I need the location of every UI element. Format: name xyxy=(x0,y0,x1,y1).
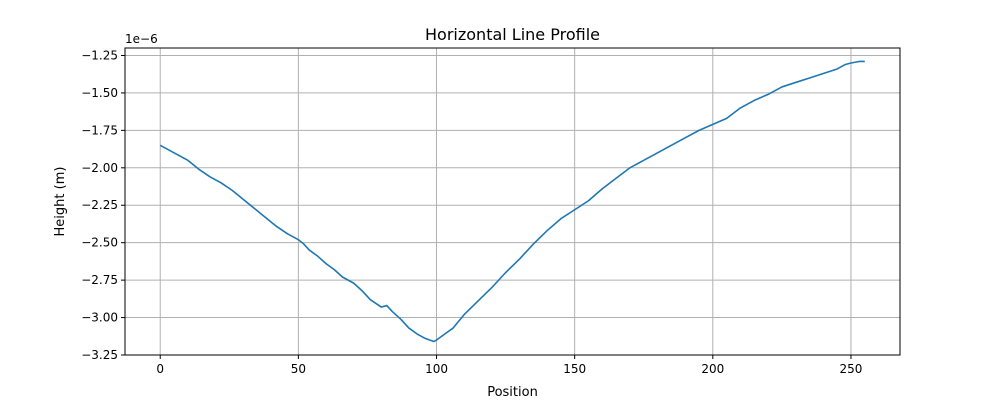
x-tick-label: 0 xyxy=(156,362,164,376)
y-tick-label: −3.25 xyxy=(81,348,118,362)
x-tick-label: 50 xyxy=(291,362,306,376)
x-axis-ticks: 0 50 100 150 200 250 xyxy=(156,355,862,376)
y-tick-label: −1.75 xyxy=(81,123,118,137)
x-tick-label: 100 xyxy=(425,362,448,376)
y-tick-label: −1.50 xyxy=(81,86,118,100)
plot-frame xyxy=(124,47,901,356)
x-tick-label: 150 xyxy=(563,362,586,376)
x-tick-label: 200 xyxy=(701,362,724,376)
grid xyxy=(125,48,900,356)
chart-title: Horizontal Line Profile xyxy=(425,25,600,44)
y-tick-label: −2.50 xyxy=(81,236,118,250)
axes xyxy=(124,47,901,356)
y-tick-label: −2.25 xyxy=(81,198,118,212)
data-series xyxy=(159,60,865,343)
x-tick-label: 250 xyxy=(840,362,863,376)
y-tick-label: −3.00 xyxy=(81,311,118,325)
y-axis-label: Height (m) xyxy=(53,167,68,237)
y-tick-label: −2.00 xyxy=(81,161,118,175)
x-axis-label: Position xyxy=(487,385,538,400)
series-line xyxy=(159,60,865,343)
y-axis-ticks: −3.25 −3.00 −2.75 −2.50 −2.25 −2.00 −1.75 −1.50… xyxy=(81,48,125,362)
y-tick-label: −2.75 xyxy=(81,273,118,287)
y-tick-label: −1.25 xyxy=(81,48,118,62)
y-axis-offset-text: 1e−6 xyxy=(125,32,158,46)
